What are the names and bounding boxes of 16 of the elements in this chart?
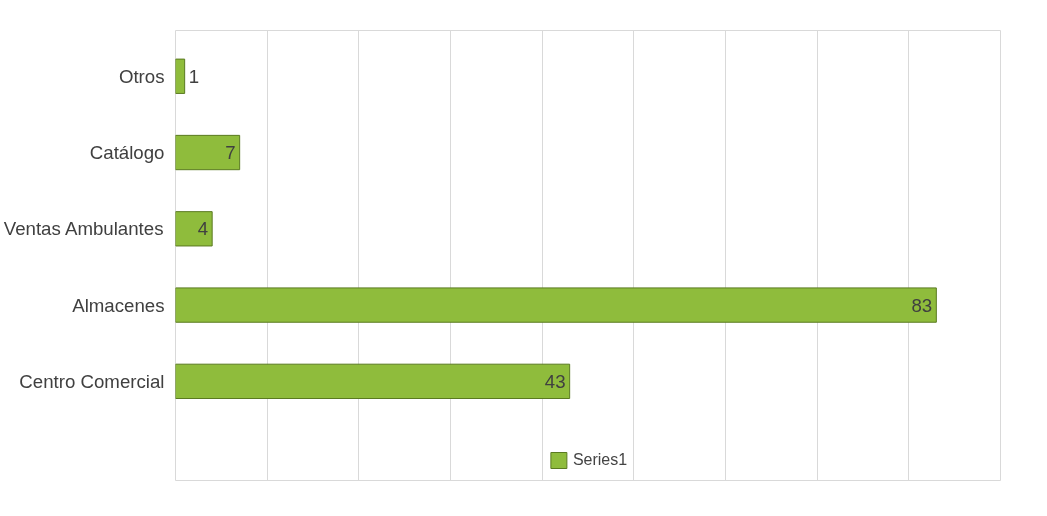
data-label: 4 xyxy=(197,218,209,240)
bar xyxy=(175,287,937,323)
legend-label: Series1 xyxy=(572,451,628,469)
data-label: 7 xyxy=(225,142,236,164)
y-tick-label: Otros xyxy=(118,65,165,87)
bar xyxy=(175,134,241,171)
y-tick-label: Almacenes xyxy=(72,294,165,316)
bar xyxy=(175,363,571,400)
bar xyxy=(175,211,213,247)
data-label: 43 xyxy=(544,370,566,392)
y-tick-label: Ventas Ambulantes xyxy=(3,218,164,240)
y-tick-label: Centro Comercial xyxy=(19,370,165,392)
data-label: 1 xyxy=(188,65,200,87)
y-tick-label: Catálogo xyxy=(89,142,165,164)
data-label: 83 xyxy=(911,294,933,316)
bar xyxy=(175,58,186,94)
